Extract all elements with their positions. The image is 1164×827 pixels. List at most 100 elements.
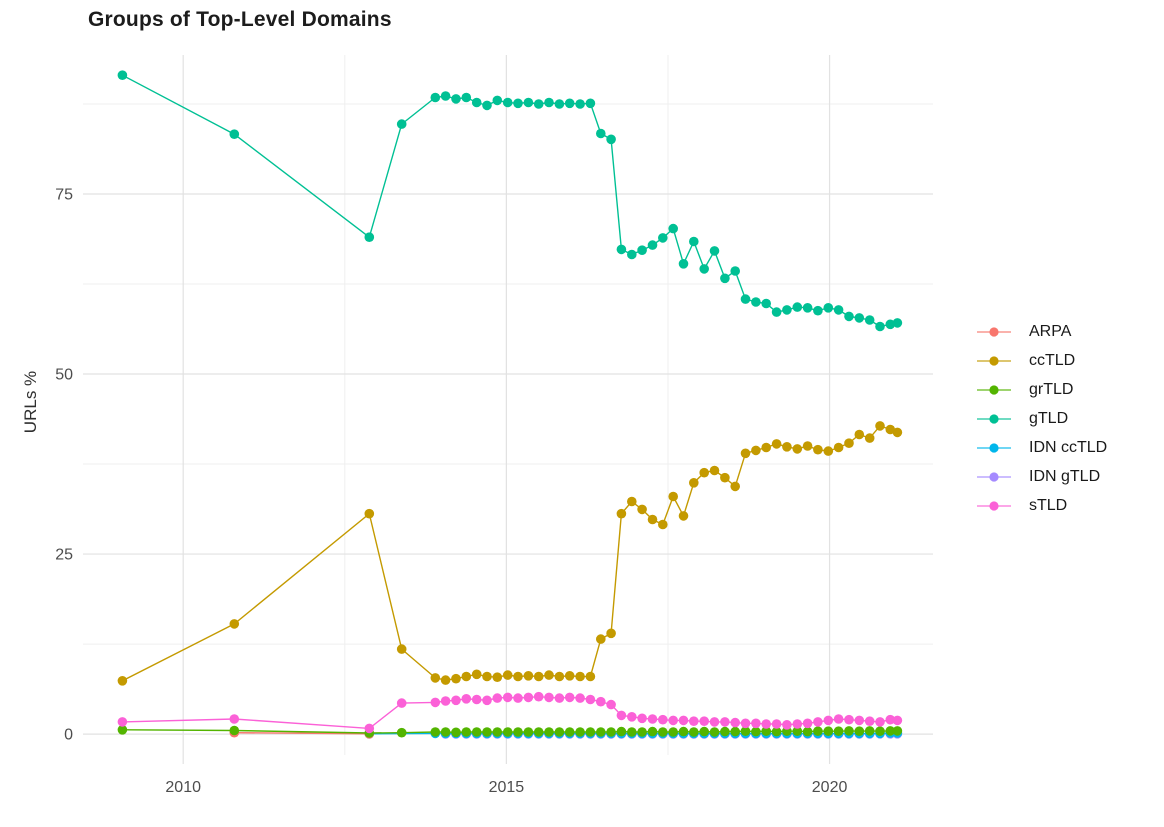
data-point-sTLD [585, 694, 596, 705]
y-tick-label: 50 [55, 367, 73, 384]
data-point-sTLD [513, 693, 523, 703]
data-point-gTLD [492, 95, 503, 106]
data-point-ccTLD [533, 671, 544, 682]
data-point-gTLD [885, 319, 896, 330]
data-point-sTLD [492, 693, 503, 703]
data-point-grTLD [658, 727, 668, 737]
x-tick-label: 2020 [812, 779, 848, 796]
data-point-gTLD [730, 266, 740, 276]
data-point-grTLD [513, 727, 523, 737]
legend-item-label: gTLD [1029, 409, 1069, 427]
data-point-grTLD [854, 726, 865, 736]
data-point-gTLD [596, 128, 606, 139]
data-point-sTLD [440, 696, 451, 706]
legend-item-label: IDN ccTLD [1029, 438, 1108, 456]
data-point-sTLD [699, 716, 709, 726]
data-point-ccTLD [761, 442, 771, 453]
series-line-gTLD [122, 74, 898, 328]
data-point-ccTLD [782, 442, 792, 452]
data-point-gTLD [117, 70, 128, 80]
data-point-gTLD [513, 98, 523, 109]
data-point-grTLD [616, 726, 627, 737]
legend-item-ccTLD: ccTLD [976, 351, 1107, 370]
data-point-sTLD [740, 718, 751, 729]
data-point-gTLD [720, 273, 730, 284]
legend-item-grTLD: grTLD [976, 380, 1107, 399]
data-point-grTLD [544, 727, 554, 737]
data-point-sTLD [596, 696, 606, 707]
legend-item-gTLD: gTLD [976, 409, 1107, 428]
data-point-sTLD [833, 714, 844, 724]
data-point-grTLD [585, 727, 596, 737]
y-tick-label: 75 [55, 186, 73, 203]
data-point-gTLD [761, 298, 771, 309]
data-point-ccTLD [513, 671, 523, 682]
legend-item-label: ARPA [1029, 322, 1072, 340]
data-point-sTLD [658, 714, 668, 725]
data-point-sTLD [606, 699, 616, 710]
data-point-gTLD [430, 92, 441, 103]
data-point-ccTLD [451, 673, 461, 684]
data-point-ccTLD [751, 445, 761, 456]
data-point-grTLD [844, 726, 854, 736]
data-point-gTLD [364, 232, 375, 242]
data-point-sTLD [792, 719, 803, 729]
data-point-gTLD [813, 305, 823, 316]
data-point-sTLD [885, 714, 896, 725]
data-point-grTLD [864, 726, 875, 736]
data-point-ccTLD [637, 504, 647, 515]
data-point-sTLD [451, 695, 461, 706]
data-point-gTLD [482, 100, 492, 111]
data-point-gTLD [451, 94, 461, 104]
data-point-gTLD [782, 305, 792, 315]
data-point-ccTLD [699, 467, 709, 478]
data-point-grTLD [533, 727, 544, 737]
data-point-sTLD [720, 717, 730, 727]
data-point-ccTLD [678, 511, 689, 521]
data-point-sTLD [533, 691, 544, 702]
data-point-gTLD [678, 259, 689, 269]
data-point-gTLD [740, 294, 751, 304]
data-point-gTLD [564, 98, 575, 109]
data-point-grTLD [627, 727, 637, 737]
data-point-sTLD [823, 715, 834, 726]
data-point-sTLD [813, 717, 823, 727]
data-point-grTLD [709, 727, 720, 737]
data-point-ccTLD [482, 671, 492, 682]
data-point-gTLD [616, 244, 627, 255]
data-point-sTLD [627, 712, 637, 722]
data-point-ccTLD [229, 619, 240, 629]
data-point-ccTLD [658, 519, 668, 530]
data-point-gTLD [892, 318, 903, 328]
data-point-sTLD [668, 715, 678, 726]
data-point-gTLD [771, 307, 782, 317]
data-point-gTLD [502, 97, 513, 108]
data-point-grTLD [229, 725, 240, 736]
data-point-ccTLD [554, 671, 565, 682]
data-point-ccTLD [627, 496, 637, 507]
data-point-grTLD [668, 727, 678, 737]
legend-item-label: sTLD [1029, 496, 1068, 514]
legend-key-icon [977, 326, 1011, 337]
data-point-sTLD [875, 717, 885, 727]
data-point-ccTLD [833, 442, 844, 453]
data-point-sTLD [751, 718, 761, 729]
data-point-gTLD [461, 92, 472, 103]
data-point-ccTLD [564, 671, 575, 681]
data-point-ccTLD [802, 441, 813, 451]
chart-title: Groups of Top-Level Domains [88, 8, 392, 31]
data-point-gTLD [554, 99, 565, 109]
data-point-grTLD [875, 726, 885, 736]
data-point-sTLD [544, 692, 554, 703]
data-point-ccTLD [440, 675, 451, 685]
legend-item-sTLD: sTLD [976, 496, 1107, 515]
data-point-gTLD [699, 264, 709, 274]
data-point-grTLD [471, 727, 482, 737]
y-tick-label: 25 [55, 547, 73, 564]
data-point-sTLD [678, 715, 689, 726]
data-point-gTLD [658, 233, 668, 243]
data-point-ccTLD [606, 628, 616, 639]
legend-item-IDN-gTLD: IDN gTLD [976, 467, 1107, 486]
